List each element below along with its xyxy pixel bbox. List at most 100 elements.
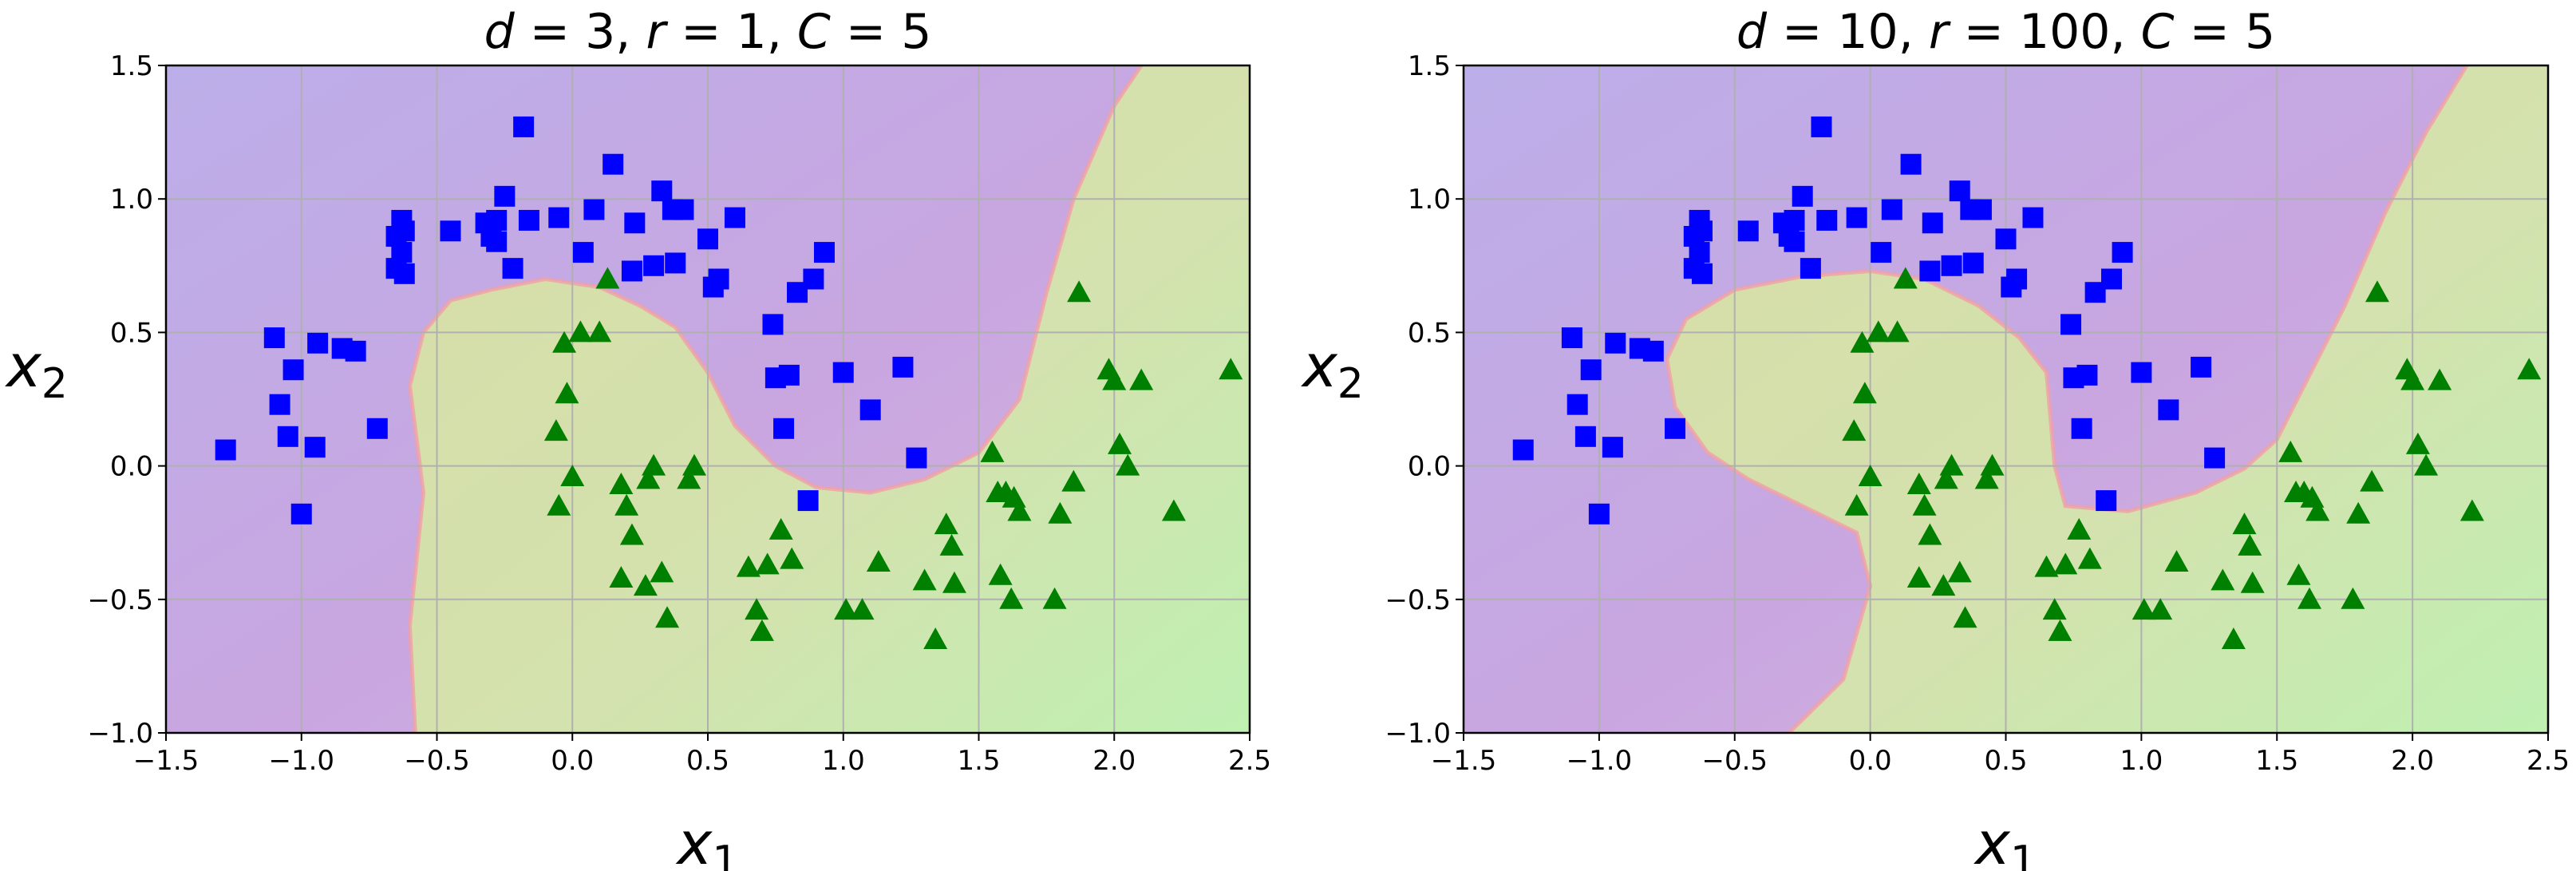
triangle-point [2221, 627, 2246, 649]
ticks: −1.5 −1.0 −0.5 0.0 0.5 1.0 1.5 2.0 2.5−1.0−0.50.… [1385, 50, 2570, 777]
y-tick-label: 1.0 [1408, 184, 1451, 216]
left-subplot: −1.5 −1.0 −0.5 0.0 0.5 1.0 1.5 2.0 2.5−1.0−0.50.… [5, 4, 1271, 871]
square-point [282, 359, 304, 381]
square-point [621, 260, 642, 282]
y-tick-label: −0.5 [87, 584, 153, 616]
square-point [832, 362, 854, 383]
y-tick-label: 0.0 [1408, 451, 1451, 483]
square-point [2060, 314, 2082, 335]
triangle-point [755, 552, 780, 575]
square-point [2076, 364, 2098, 386]
square-point [486, 209, 508, 231]
square-point [1689, 242, 1710, 263]
triangle-point [850, 598, 875, 620]
triangle-point [677, 467, 701, 489]
triangle-point [560, 464, 585, 486]
triangle-point [642, 453, 666, 476]
square-point [906, 447, 927, 469]
triangle-point [2428, 368, 2452, 390]
square-point [1941, 255, 1962, 276]
triangle-point [2240, 571, 2265, 593]
chart-title: d = 3, r = 1, C = 5 [484, 4, 932, 60]
x-tick-label: 0.0 [551, 745, 594, 777]
triangle-point [1893, 267, 1918, 289]
triangle-point [2365, 280, 2389, 303]
triangle-point [1219, 358, 1243, 380]
square-point [778, 364, 800, 386]
y-tick-label: 0.0 [110, 451, 153, 483]
triangle-point [1061, 469, 1086, 492]
triangle-point [650, 560, 674, 583]
square-point [2071, 418, 2092, 439]
square-point [572, 242, 594, 263]
triangle-point [834, 598, 859, 620]
triangle-point [682, 453, 707, 476]
triangle-point [636, 467, 661, 489]
square-point [1919, 260, 1941, 282]
triangle-point [552, 331, 577, 353]
x-tick-label: −1.0 [268, 745, 334, 777]
square-point [1580, 359, 1602, 381]
class-1-region [409, 65, 1250, 733]
y-axis-label: x2 [1301, 332, 1364, 408]
square-point [651, 180, 673, 202]
x-tick-label: 0.5 [1984, 745, 2027, 777]
square-point [813, 242, 835, 263]
square-point [859, 399, 881, 421]
y-axis-label: x2 [5, 332, 68, 408]
triangle-point [2067, 517, 2092, 540]
triangle-point [595, 267, 620, 289]
x-axis-label: x1 [1973, 810, 2037, 871]
triangle-point [866, 549, 891, 572]
chart-title: d = 10, r = 100, C = 5 [1736, 4, 2275, 60]
x-tick-label: −1.0 [1567, 745, 1633, 777]
square-point [1574, 426, 1596, 447]
square-point [724, 207, 745, 228]
square-point [440, 220, 461, 242]
triangle-point [655, 606, 680, 628]
x-tick-label: −1.5 [1431, 745, 1497, 777]
y-tick-label: −1.0 [87, 718, 153, 750]
square-point [1811, 116, 1832, 137]
triangle-point [1852, 382, 1877, 404]
triangle-point [1858, 464, 1883, 486]
triangle-point [2077, 547, 2102, 569]
square-point [665, 252, 686, 274]
triangle-point [1931, 574, 1956, 596]
square-point [2112, 242, 2133, 263]
triangle-point [1934, 467, 1958, 489]
triangle-point [2414, 453, 2439, 476]
square-point [1784, 231, 1805, 252]
triangle-point [999, 587, 1024, 609]
square-point [603, 153, 624, 175]
square-point [773, 418, 795, 439]
square-point [892, 356, 914, 378]
triangle-point [2341, 587, 2365, 609]
square-point [2191, 356, 2212, 378]
triangle-point [1161, 499, 1186, 521]
square-point [2101, 268, 2123, 290]
square-point [697, 228, 718, 250]
square-point [1567, 394, 1588, 415]
y-tick-label: 1.0 [110, 184, 153, 216]
triangle-point [547, 493, 571, 516]
triangle-point [2297, 587, 2322, 609]
y-tick-label: 0.5 [110, 317, 153, 349]
y-tick-label: 0.5 [1408, 317, 1451, 349]
square-point [2022, 207, 2044, 228]
square-point [307, 332, 329, 354]
square-point [502, 258, 523, 279]
x-tick-label: 1.0 [2120, 745, 2163, 777]
triangle-point [1129, 368, 1154, 390]
x-tick-label: −0.5 [1701, 745, 1768, 777]
x-tick-label: −1.5 [133, 745, 200, 777]
square-point [1642, 340, 1664, 362]
triangle-point [942, 571, 966, 593]
triangle-point [934, 513, 958, 535]
square-point [366, 418, 388, 439]
triangle-point [745, 598, 769, 620]
square-point [1691, 220, 1713, 242]
x-tick-label: 0.0 [1849, 745, 1892, 777]
square-point [583, 199, 605, 220]
square-point [1602, 437, 1623, 458]
